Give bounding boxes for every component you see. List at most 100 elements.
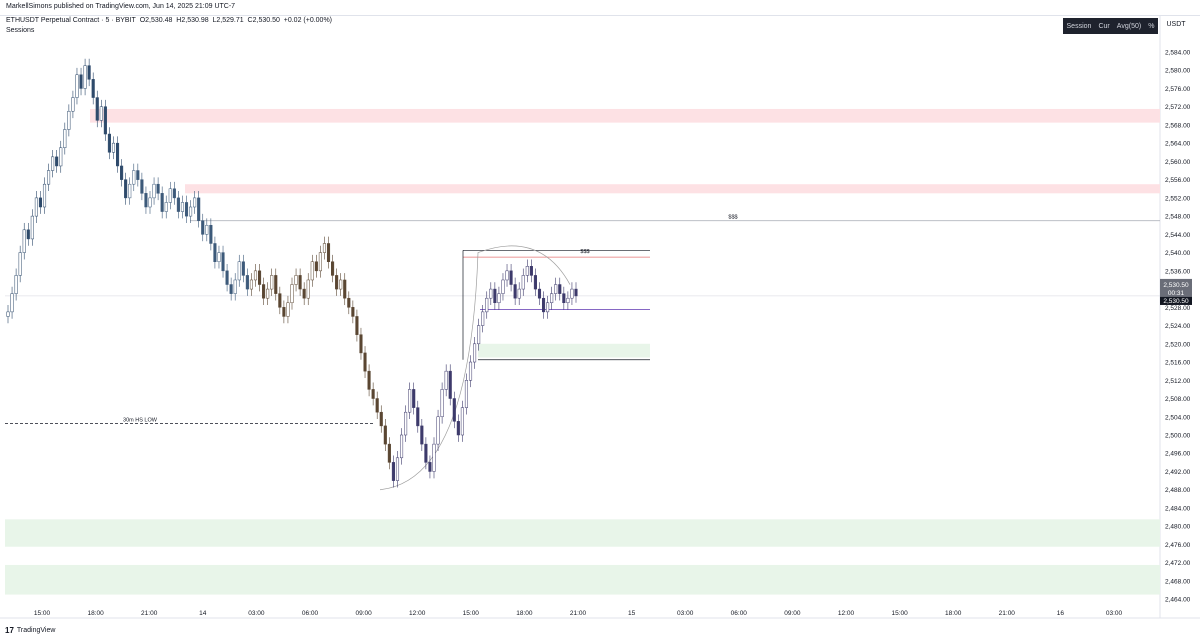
x-tick-label: 18:00 [945,610,962,617]
x-tick-label: 21:00 [570,610,587,617]
y-tick-label: 2,568.00 [1165,122,1191,129]
y-tick-label: 2,500.00 [1165,433,1191,440]
candle-body [164,202,168,212]
candle-body [148,197,152,208]
candle-body [355,316,359,335]
candle-body [566,297,570,304]
candle-body [257,270,262,285]
y-tick-label: 2,548.00 [1165,214,1191,221]
y-tick-label: 2,584.00 [1165,49,1191,56]
y-tick-label: 2,524.00 [1165,323,1191,330]
cur-tab[interactable]: Cur [1098,22,1110,30]
candle-body [270,275,274,290]
x-tick-label: 12:00 [409,610,426,617]
tradingview-logo[interactable]: 17 TradingView [5,626,55,635]
candle-body [209,224,213,244]
candle-body [497,293,501,304]
logo-text: TradingView [16,627,56,634]
avg-tab[interactable]: Avg(50) [1116,22,1142,30]
candle-body [237,261,241,281]
y-tick-label: 2,520.00 [1165,341,1191,348]
x-tick-label: 15:00 [34,610,51,617]
candle-body [546,302,550,313]
candle-body [63,129,67,148]
y-tick-label: 2,488.00 [1165,487,1191,494]
x-tick-label: 18:00 [87,610,104,617]
candle-body [444,370,448,390]
session-panel[interactable]: Session Cur Avg(50) % [1063,18,1158,34]
y-tick-label: 2,480.00 [1165,524,1191,531]
candle-body [529,266,533,276]
candle-body [541,297,546,313]
candle-body [432,443,436,472]
candle-body [339,279,343,290]
candle-body [290,284,294,304]
zone-demand [478,343,650,358]
candle-body [213,243,217,262]
candle-body [574,288,578,297]
candle-body [30,215,34,240]
candle-body [47,170,51,185]
annotation-label: $$$ [728,215,737,221]
session-tab[interactable]: Session [1066,22,1092,30]
candle-body [318,252,322,272]
y-tick-label: 2,476.00 [1165,542,1191,549]
ohlc-low: L2,529.71 [212,17,244,24]
last-price-box-dark [1160,296,1192,305]
indicator-label[interactable]: Sessions [6,27,35,34]
candle-body [326,243,331,262]
y-tick-label: 2,564.00 [1165,141,1191,148]
candle-body [517,288,521,299]
candle-body [10,293,14,313]
candle-body [282,307,286,317]
candle-body [359,334,363,354]
candle-body [554,284,558,294]
percent-tab[interactable]: % [1148,22,1155,30]
publisher-credit: MarkellSimons published on TradingView.c… [6,3,236,10]
candle-body [278,293,282,308]
candle-body [395,457,400,481]
candle-body [184,202,189,217]
candle-body [335,275,339,290]
x-tick-label: 06:00 [302,610,319,617]
candle-body [91,79,95,98]
candle-body [172,188,176,199]
x-tick-label: 03:00 [677,610,694,617]
candle-body [18,252,22,276]
candle-body [132,170,136,185]
candle-body [103,106,107,135]
last-price-label: 2,530.50 [1163,282,1189,289]
y-tick-label: 2,492.00 [1165,469,1191,476]
candle-body [456,421,460,436]
candle-body [87,65,91,80]
candle-body [420,425,424,445]
x-tick-label: 15:00 [891,610,908,617]
candle-body [473,343,477,363]
candle-body [391,462,395,481]
y-tick-label: 2,556.00 [1165,177,1191,184]
candle-body [221,252,225,272]
candle-body [229,284,233,294]
x-tick-label: 06:00 [731,610,748,617]
candle-body [428,462,432,472]
currency-button[interactable]: USDT [1166,21,1186,28]
x-tick-label: 21:00 [141,610,158,617]
candle-body [111,142,116,153]
x-tick-label: 09:00 [784,610,801,617]
candle-body [241,261,245,276]
candle-body [481,311,485,326]
ohlc-high: H2,530.98 [176,17,209,24]
candle-body [501,279,505,294]
y-tick-label: 2,536.00 [1165,268,1191,275]
symbol-info[interactable]: ETHUSDT Perpetual Contract · 5 · BYBIT O… [6,17,332,24]
candle-body [152,183,156,199]
candle-body [124,179,128,199]
candle-body [464,380,469,408]
candle-body [493,288,497,304]
candle-body [322,243,327,253]
candle-body [14,275,18,294]
y-tick-label: 2,504.00 [1165,414,1191,421]
y-tick-label: 2,576.00 [1165,86,1191,93]
candle-body [375,398,379,413]
